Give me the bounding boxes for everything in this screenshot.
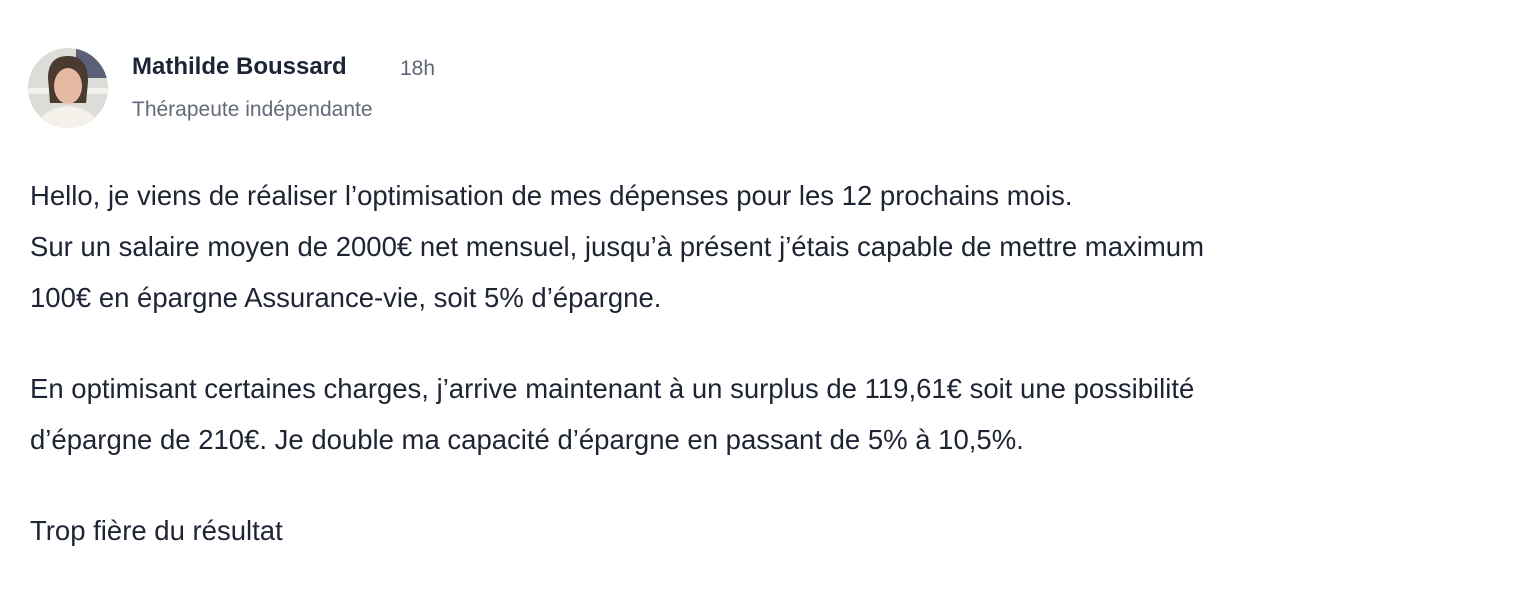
post-timestamp: 18h — [400, 57, 436, 80]
post-body: Hello, je viens de réaliser l’optimisati… — [30, 170, 1520, 596]
text-line: Hello, je viens de réaliser l’optimisati… — [30, 180, 1073, 211]
text-line: Sur un salaire moyen de 2000€ net mensue… — [30, 231, 1204, 262]
paragraph: Trop fière du résultat — [30, 505, 1520, 556]
text-line: En optimisant certaines charges, j’arriv… — [30, 373, 1195, 404]
author-name[interactable]: Mathilde Boussard — [132, 53, 347, 80]
author-avatar[interactable] — [28, 48, 108, 128]
text-line: Trop fière du résultat — [30, 515, 283, 546]
author-subtitle: Thérapeute indépendante — [132, 98, 373, 121]
text-line: d’épargne de 210€. Je double ma capacité… — [30, 424, 1024, 455]
text-line: 100€ en épargne Assurance-vie, soit 5% d… — [30, 282, 662, 313]
paragraph: En optimisant certaines charges, j’arriv… — [30, 363, 1520, 465]
user-photo-avatar-icon — [28, 48, 108, 128]
paragraph: Hello, je viens de réaliser l’optimisati… — [30, 170, 1520, 323]
